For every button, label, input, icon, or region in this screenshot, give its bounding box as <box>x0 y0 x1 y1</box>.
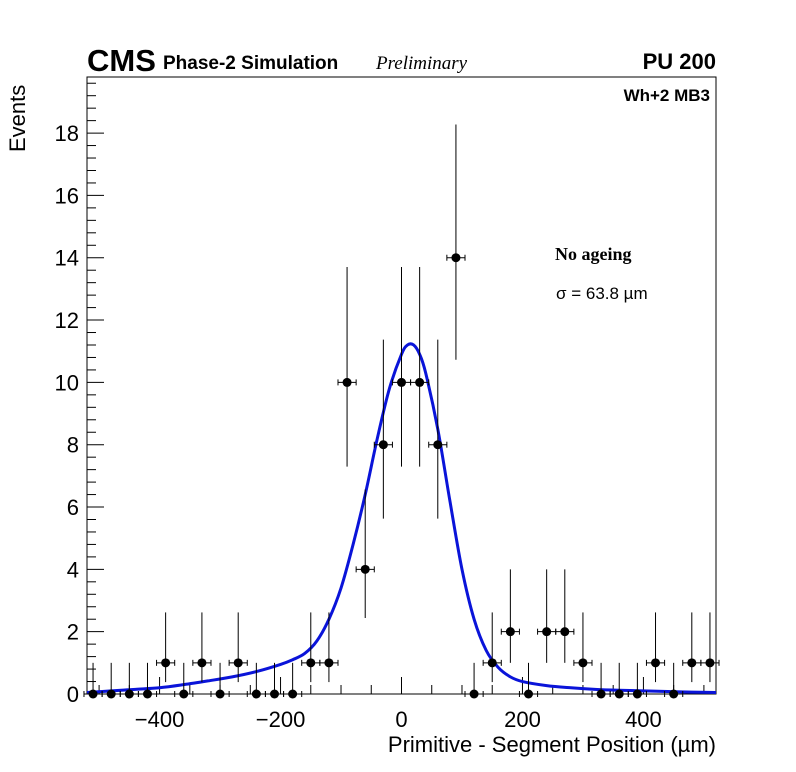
data-point <box>337 267 357 467</box>
y-tick-label: 12 <box>55 308 79 333</box>
data-point <box>700 612 720 683</box>
data-point <box>682 612 702 683</box>
x-tick-label: 200 <box>504 707 541 732</box>
data-marker <box>233 658 243 668</box>
data-marker <box>651 658 661 668</box>
data-point <box>210 662 230 699</box>
data-marker <box>288 689 298 699</box>
data-point <box>319 612 339 683</box>
data-marker <box>360 564 370 574</box>
data-point <box>555 569 575 663</box>
data-marker <box>433 440 443 450</box>
data-marker <box>687 658 697 668</box>
data-point <box>156 612 176 683</box>
data-point <box>410 267 430 467</box>
data-point <box>101 662 121 699</box>
data-marker <box>524 689 534 699</box>
chamber-label: Wh+2 MB3 <box>624 86 710 105</box>
x-tick-label: −200 <box>256 707 306 732</box>
data-point <box>192 612 212 683</box>
data-point <box>228 612 248 683</box>
data-point <box>664 662 684 699</box>
data-marker <box>415 377 425 387</box>
data-point <box>537 569 557 663</box>
data-marker <box>161 658 171 668</box>
data-marker <box>324 658 334 668</box>
x-tick-label: −400 <box>135 707 185 732</box>
y-tick-label: 8 <box>67 433 79 458</box>
data-point <box>301 612 321 683</box>
data-marker <box>632 689 642 699</box>
y-tick-label: 4 <box>67 557 79 582</box>
data-marker <box>251 689 261 699</box>
data-point <box>428 339 448 519</box>
y-axis-title: Events <box>5 85 30 152</box>
sigma-label: σ = 63.8 µm <box>556 284 648 303</box>
data-point <box>464 662 484 699</box>
data-marker <box>669 689 679 699</box>
data-marker <box>215 689 225 699</box>
data-marker <box>179 689 189 699</box>
data-marker <box>560 627 570 637</box>
x-tick-label: 400 <box>625 707 662 732</box>
data-point <box>645 612 666 683</box>
data-point <box>609 662 629 699</box>
data-marker <box>342 377 352 387</box>
data-point <box>500 569 520 663</box>
data-point <box>573 612 593 683</box>
y-tick-label: 2 <box>67 620 79 645</box>
y-tick-label: 10 <box>55 370 79 395</box>
data-point <box>627 662 647 699</box>
data-point <box>246 662 266 699</box>
fit-curve <box>86 342 717 694</box>
data-marker <box>378 440 388 450</box>
data-point <box>174 662 194 699</box>
data-point <box>283 662 303 699</box>
data-point <box>355 489 375 619</box>
y-tick-label: 14 <box>55 246 79 271</box>
data-marker <box>269 689 279 699</box>
pileup-label: PU 200 <box>643 49 716 74</box>
data-marker <box>614 689 624 699</box>
data-marker <box>705 658 715 668</box>
data-marker <box>469 689 479 699</box>
data-marker <box>578 658 588 668</box>
ageing-label: No ageing <box>555 244 632 264</box>
data-marker <box>451 253 461 263</box>
data-point <box>373 339 393 519</box>
x-tick-label: 0 <box>395 707 407 732</box>
data-point <box>591 662 611 699</box>
data-marker <box>88 689 98 699</box>
data-marker <box>106 689 116 699</box>
data-marker <box>397 377 406 387</box>
data-marker <box>505 627 515 637</box>
x-axis-title: Primitive - Segment Position (µm) <box>388 732 716 757</box>
cms-label: CMS <box>87 43 156 78</box>
data-marker <box>487 658 497 668</box>
data-marker <box>124 689 134 699</box>
data-point <box>119 662 139 699</box>
phase2-simulation-label: Phase-2 Simulation <box>163 53 338 74</box>
data-marker <box>142 689 152 699</box>
data-marker <box>542 627 552 637</box>
y-tick-label: 0 <box>67 682 79 707</box>
data-point <box>446 124 466 360</box>
y-tick-label: 16 <box>55 183 79 208</box>
data-point <box>482 612 502 683</box>
y-tick-label: 18 <box>55 121 79 146</box>
y-tick-label: 6 <box>67 495 79 520</box>
data-marker <box>306 658 316 668</box>
data-point <box>137 662 158 699</box>
preliminary-label: Preliminary <box>375 53 468 74</box>
data-marker <box>197 658 207 668</box>
data-marker <box>596 689 606 699</box>
data-point <box>518 662 539 699</box>
